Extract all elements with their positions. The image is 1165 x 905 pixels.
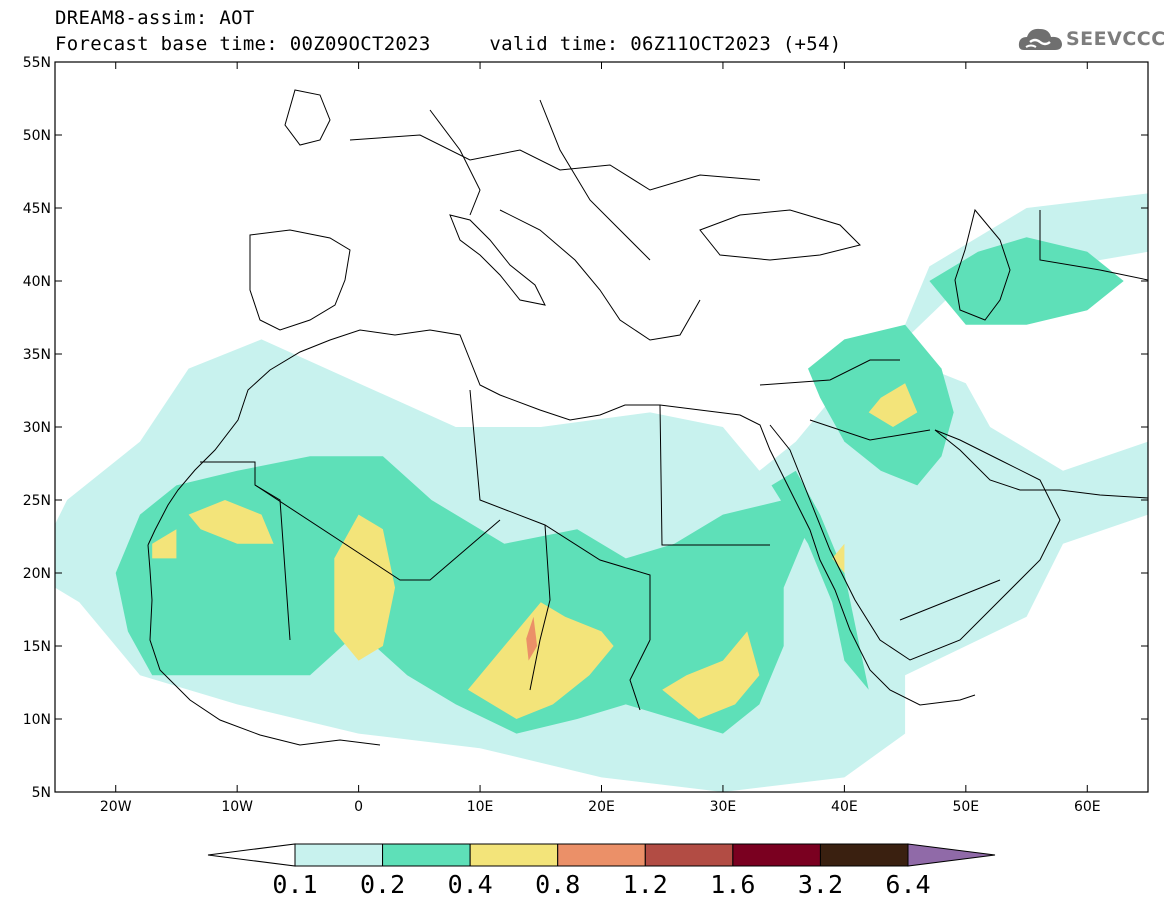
border-niger-chad <box>529 524 551 691</box>
y-tick-label: 50N <box>23 128 51 144</box>
coastline-black-sea <box>699 209 861 261</box>
aot-region-mali-high <box>334 514 395 661</box>
y-tick-label: 30N <box>23 420 51 436</box>
aot-region-red-sea-spot-high <box>832 543 845 573</box>
y-tick-label: 10N <box>23 712 51 728</box>
aot-region-coast-spot-high <box>152 529 177 559</box>
border-turkey-syria <box>759 359 900 386</box>
x-tick-label: 10E <box>467 799 494 815</box>
y-tick-label: 25N <box>23 493 51 509</box>
coastline-iran <box>934 429 1148 499</box>
colorbar-label: 0.1 <box>272 870 317 899</box>
colorbar-label: 0.2 <box>360 870 405 899</box>
coastlines-borders <box>147 89 1148 746</box>
border-egypt-sudan <box>659 404 770 546</box>
border-kazakhstan <box>1039 210 1148 281</box>
y-tick-label: 20N <box>23 566 51 582</box>
map-title: DREAM8-assim: AOT <box>55 7 255 29</box>
colorbar-swatch <box>382 843 471 867</box>
y-tick-label: 55N <box>23 55 51 71</box>
coastline-italy <box>449 214 546 306</box>
colorbar-label: 3.2 <box>798 870 843 899</box>
colorbar-swatch <box>644 843 734 867</box>
colorbar-swatch <box>294 843 384 867</box>
colorbar-label: 0.4 <box>448 870 493 899</box>
y-tick-label: 15N <box>23 639 51 655</box>
map-plot-area: 20W 10W 0 10E 20E 30E 40E 50E 60E 5N 10N 15N 20N 25N 3… <box>23 55 1149 815</box>
coastline-iberia <box>249 229 351 331</box>
coastline-africa <box>147 329 976 706</box>
aot-region-caspian-moderate <box>929 237 1124 325</box>
border-chad-sudan <box>629 639 651 711</box>
colorbar-swatch <box>732 843 821 867</box>
x-tick-label: 60E <box>1074 799 1101 815</box>
colorbar-label: 1.6 <box>710 870 755 899</box>
forecast-time-line: Forecast base time: 00Z09OCT2023 valid t… <box>55 33 842 55</box>
coastline-west-africa-south <box>147 544 381 746</box>
y-tick-label: 40N <box>23 274 51 290</box>
colorbar-label: 0.8 <box>535 870 580 899</box>
map-frame <box>54 61 1149 793</box>
colorbar-overflow-triangle <box>907 843 996 867</box>
aot-region-mauritania-high <box>188 500 274 544</box>
colorbar-underflow-triangle <box>207 843 296 867</box>
aot-region-sahara-core-moderate <box>115 456 808 734</box>
aot-region-red-sea-moderate <box>771 470 869 690</box>
colorbar-swatch <box>819 843 909 867</box>
x-tick-label: 0 <box>354 799 363 815</box>
aot-region-sudan-high <box>662 631 760 719</box>
colorbar-swatch <box>557 843 646 867</box>
map-ticks: 20W 10W 0 10E 20E 30E 40E 50E 60E 5N 10N 15N 20N 25N 3… <box>23 55 1148 815</box>
aot-region-chad-peak <box>526 616 538 661</box>
coastline-britain <box>284 89 331 146</box>
aot-region-iraq-high <box>868 383 918 427</box>
border-europe-3 <box>539 99 651 261</box>
border-saudi-yemen <box>899 579 1001 621</box>
y-tick-label: 5N <box>32 785 51 801</box>
border-libya <box>469 389 651 640</box>
seevccc-logo: SEEVCCC <box>1018 24 1165 56</box>
x-tick-label: 20W <box>100 799 132 815</box>
colorbar-label: 6.4 <box>885 870 930 899</box>
colorbar: 0.1 0.2 0.4 0.8 1.2 1.6 3.2 6.4 <box>207 843 996 899</box>
x-tick-label: 30E <box>710 799 737 815</box>
x-tick-label: 10W <box>221 799 253 815</box>
y-tick-label: 45N <box>23 201 51 217</box>
border-europe-1 <box>349 134 761 191</box>
coastline-caspian <box>954 208 1011 321</box>
x-tick-label: 20E <box>588 799 615 815</box>
logo-text: SEEVCCC <box>1066 28 1165 50</box>
colorbar-swatch <box>469 843 559 867</box>
coastline-balkans <box>499 209 701 341</box>
border-iraq-saudi <box>809 419 931 441</box>
x-tick-label: 50E <box>952 799 979 815</box>
colorbar-label: 1.2 <box>623 870 668 899</box>
coastline-arabia <box>769 424 1061 661</box>
border-europe-2 <box>429 109 481 216</box>
cloud-logo-icon <box>1018 28 1062 50</box>
aot-contour-fill <box>55 193 1148 792</box>
aot-region-chad-high <box>467 602 614 719</box>
border-algeria-mali <box>254 484 501 581</box>
x-tick-label: 40E <box>831 799 858 815</box>
y-tick-label: 35N <box>23 347 51 363</box>
